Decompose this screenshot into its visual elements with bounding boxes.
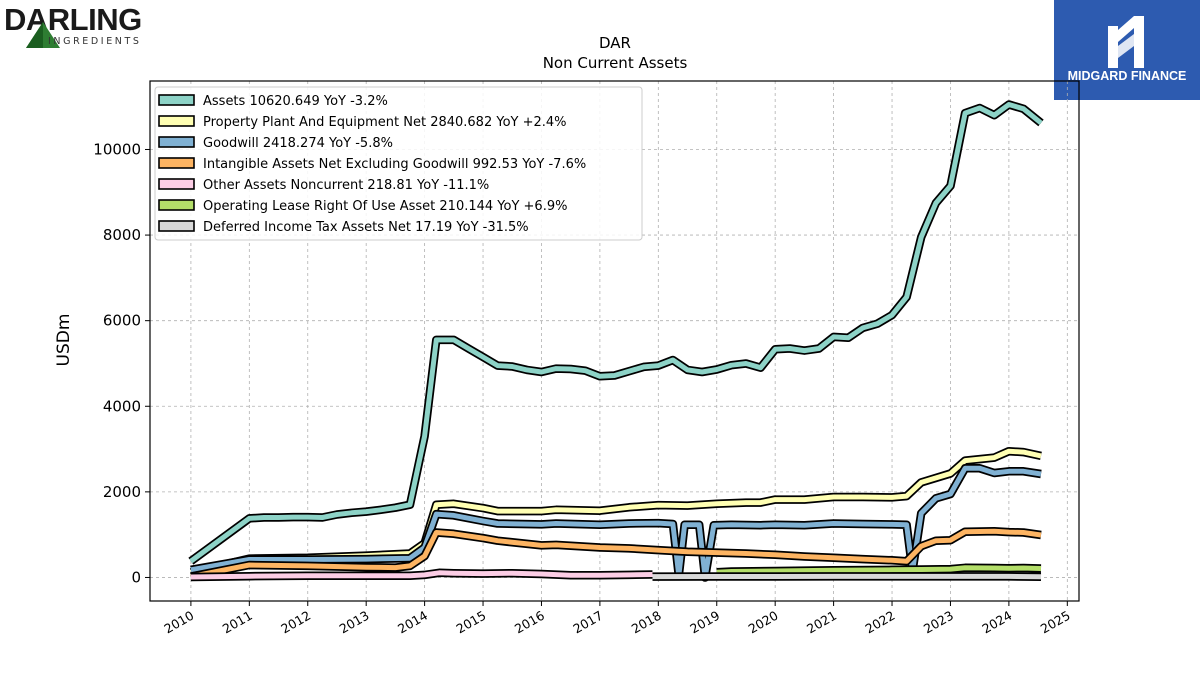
legend-swatch: [158, 199, 195, 211]
x-tick-label: 2017: [570, 608, 605, 637]
y-tick-label: 0: [131, 568, 141, 586]
x-tick-label: 2018: [629, 608, 664, 637]
x-tick-label: 2012: [278, 608, 313, 637]
legend-swatch: [158, 115, 195, 127]
legend-swatch: [158, 220, 195, 232]
chart-title: DAR: [599, 34, 631, 52]
legend-entry: Goodwill 2418.274 YoY -5.8%: [203, 136, 393, 151]
x-tick-label: 2013: [337, 608, 372, 637]
x-tick-label: 2024: [979, 608, 1014, 637]
x-tick-label: 2022: [862, 608, 897, 637]
midgard-mark-icon: [1108, 16, 1144, 68]
legend-entry: Property Plant And Equipment Net 2840.68…: [203, 115, 567, 130]
x-tick-label: 2021: [804, 608, 839, 637]
chart-subtitle: Non Current Assets: [543, 54, 688, 72]
logo-wordmark: DARLING: [4, 2, 142, 37]
x-tick-label: 2019: [687, 608, 722, 637]
legend-swatch: [158, 94, 195, 106]
legend-entry: Operating Lease Right Of Use Asset 210.1…: [203, 199, 567, 214]
x-tick-label: 2025: [1038, 608, 1073, 637]
series-line: [190, 528, 1042, 580]
x-tick-label: 2014: [395, 608, 430, 637]
darling-ingredients-logo: DARLING INGREDIENTS: [4, 2, 179, 48]
legend-entry: Other Assets Noncurrent 218.81 YoY -11.1…: [203, 178, 489, 193]
legend-entry: Assets 10620.649 YoY -3.2%: [203, 94, 388, 109]
x-tick-label: 2023: [921, 608, 956, 637]
y-tick-label: 8000: [103, 226, 141, 244]
legend-entry: Deferred Income Tax Assets Net 17.19 YoY…: [203, 220, 529, 235]
logo-triangle-icon: [26, 22, 60, 48]
y-tick-label: 2000: [103, 483, 141, 501]
x-axis: 2010 2011 2012 2013 2014 2015 2016 2017 2018 2019…: [161, 601, 1073, 637]
series-4: [190, 568, 653, 582]
series-line: [716, 565, 1042, 575]
legend-swatch: [158, 157, 195, 169]
logo-subtitle: INGREDIENTS: [48, 36, 142, 47]
y-axis-label: USDm: [54, 314, 74, 367]
legend-swatch: [158, 178, 195, 190]
x-tick-label: 2011: [220, 608, 255, 637]
y-tick-label: 4000: [103, 397, 141, 415]
y-tick-label: 6000: [103, 312, 141, 330]
series-line: [189, 102, 1043, 564]
plot-frame: [149, 80, 1080, 602]
x-tick-label: 2010: [161, 608, 196, 637]
legend: Assets 10620.649 YoY -3.2% Property Plant…: [154, 86, 643, 241]
series-5: [716, 563, 1042, 577]
logo-brand-name: MIDGARD FINANCE: [1067, 69, 1187, 83]
y-axis: 0 2000 4000 6000 8000 10000: [93, 140, 150, 586]
legend-swatch: [158, 136, 195, 148]
series-line: [190, 570, 653, 580]
series-3: [190, 526, 1042, 581]
legend-entry: Intangible Assets Net Excluding Goodwill…: [203, 157, 586, 172]
x-tick-label: 2016: [512, 608, 547, 637]
midgard-finance-logo: MIDGARD FINANCE: [1054, 0, 1200, 100]
x-tick-label: 2020: [746, 608, 781, 637]
legend-box: [154, 86, 643, 241]
series-lines: [188, 100, 1044, 582]
x-tick-label: 2015: [453, 608, 488, 637]
series-0: [188, 100, 1044, 565]
y-tick-label: 10000: [93, 140, 141, 158]
